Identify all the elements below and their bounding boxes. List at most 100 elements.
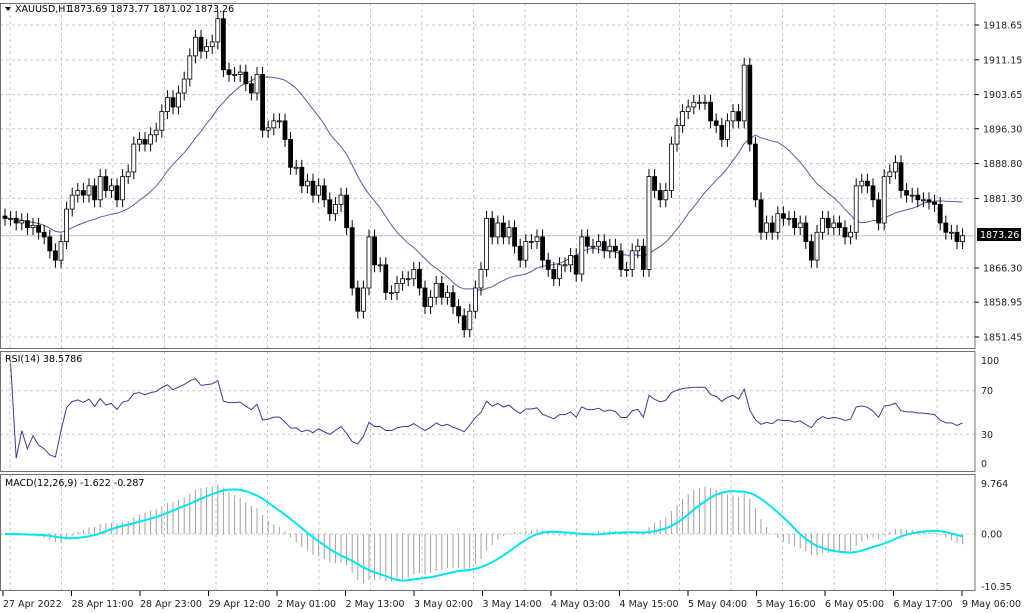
candle-bullish — [405, 278, 411, 281]
candle-bullish — [187, 55, 193, 80]
candle-bullish — [377, 264, 383, 267]
candle-bullish — [960, 235, 965, 242]
time-tick-label: 6 May 17:00 — [894, 599, 953, 610]
candle-bullish — [69, 194, 75, 210]
candle-bearish — [825, 217, 831, 229]
candle-bearish — [545, 259, 551, 270]
candle-bearish — [837, 222, 842, 229]
candle-bullish — [725, 120, 730, 140]
candle-bearish — [24, 220, 30, 229]
candle-bearish — [383, 264, 389, 294]
candle-bearish — [926, 199, 932, 203]
time-tick-label: 2 May 13:00 — [346, 599, 405, 610]
candle-bearish — [282, 120, 288, 140]
candle-bearish — [456, 306, 462, 317]
candle-bearish — [248, 83, 254, 94]
candle-bearish — [842, 227, 848, 238]
time-tick-label: 9 May 06:00 — [962, 599, 1021, 610]
candle-bullish — [472, 287, 478, 312]
candle-bullish — [254, 74, 260, 94]
candle-bearish — [943, 222, 949, 233]
macd-tick-label: 0.00 — [981, 530, 1002, 541]
candle-bearish — [288, 139, 294, 168]
candle-bullish — [506, 227, 512, 238]
candle-bearish — [657, 190, 663, 201]
candle-bullish — [120, 176, 125, 201]
candle-bullish — [338, 194, 344, 205]
candle-bullish — [674, 125, 680, 145]
candle-bullish — [921, 199, 926, 202]
candle-bearish — [349, 227, 355, 289]
candle-bearish — [937, 204, 943, 224]
candle-bearish — [915, 194, 921, 201]
candle-bullish — [786, 217, 792, 220]
candle-bullish — [316, 185, 322, 196]
candle-bullish — [579, 236, 585, 275]
candle-bearish — [781, 213, 786, 219]
candle-bearish — [601, 241, 607, 252]
macd-tick-label: 9.764 — [981, 479, 1008, 490]
candle-bullish — [304, 180, 310, 187]
candle-bullish — [8, 217, 14, 220]
candle-bullish — [366, 236, 372, 289]
price-tick-label: 1881.30 — [983, 194, 1022, 205]
candle-bullish — [702, 101, 708, 104]
grid — [0, 3, 975, 591]
candle-bearish — [904, 190, 909, 196]
candle-bullish — [293, 166, 299, 169]
candle-bearish — [747, 64, 753, 145]
candle-bearish — [243, 71, 249, 85]
candle-bullish — [159, 111, 165, 131]
candle-bearish — [327, 199, 333, 215]
candle-bearish — [898, 162, 904, 191]
candle-bullish — [680, 111, 685, 126]
candle-bearish — [260, 74, 266, 131]
candle-bearish — [954, 231, 960, 242]
candle-bullish — [624, 269, 629, 271]
candle-bearish — [310, 180, 316, 196]
candle-bearish — [92, 185, 97, 201]
dropdown-triangle-icon[interactable] — [5, 7, 11, 11]
candle-bearish — [517, 245, 523, 261]
rsi-label: RSI(14) 38.5786 — [5, 354, 82, 365]
candle-bullish — [697, 101, 702, 104]
candle-bearish — [36, 224, 41, 233]
candle-bullish — [669, 143, 674, 191]
candle-bullish — [568, 255, 573, 266]
candle-bearish — [489, 217, 495, 238]
candle-bearish — [2, 215, 8, 219]
candle-bullish — [523, 241, 529, 261]
candle-bearish — [753, 143, 758, 201]
candle-bullish — [388, 292, 394, 295]
candle-bearish — [540, 236, 545, 261]
candle-bullish — [411, 269, 417, 280]
time-tick-label: 4 May 03:00 — [551, 599, 610, 610]
candle-bullish — [607, 245, 613, 252]
moving-average — [5, 76, 963, 292]
current-price-box — [977, 228, 1021, 241]
candle-bearish — [585, 236, 590, 247]
candle-bearish — [551, 269, 557, 280]
candle-bearish — [641, 245, 646, 270]
candle-bullish — [629, 250, 635, 270]
candle-bullish — [136, 139, 142, 145]
ma-line — [5, 76, 963, 292]
candle-bearish — [220, 18, 226, 71]
candle-bullish — [109, 185, 114, 191]
price-tick-label: 1866.30 — [983, 264, 1022, 275]
pane-frame — [0, 474, 976, 591]
macd-plot — [5, 484, 964, 584]
candle-bullish — [797, 222, 803, 229]
candle-bullish — [148, 134, 154, 145]
candle-bullish — [495, 222, 501, 238]
candle-bullish — [893, 162, 898, 173]
candle-bullish — [562, 264, 568, 267]
ohlc-label: 1873.69 1873.77 1871.02 1873.26 — [68, 4, 234, 15]
candle-bullish — [237, 71, 243, 75]
candle-bearish — [81, 190, 86, 196]
candle-bullish — [97, 176, 103, 201]
candle-bullish — [887, 171, 893, 177]
candle-bullish — [478, 269, 484, 289]
candle-bullish — [58, 241, 64, 261]
